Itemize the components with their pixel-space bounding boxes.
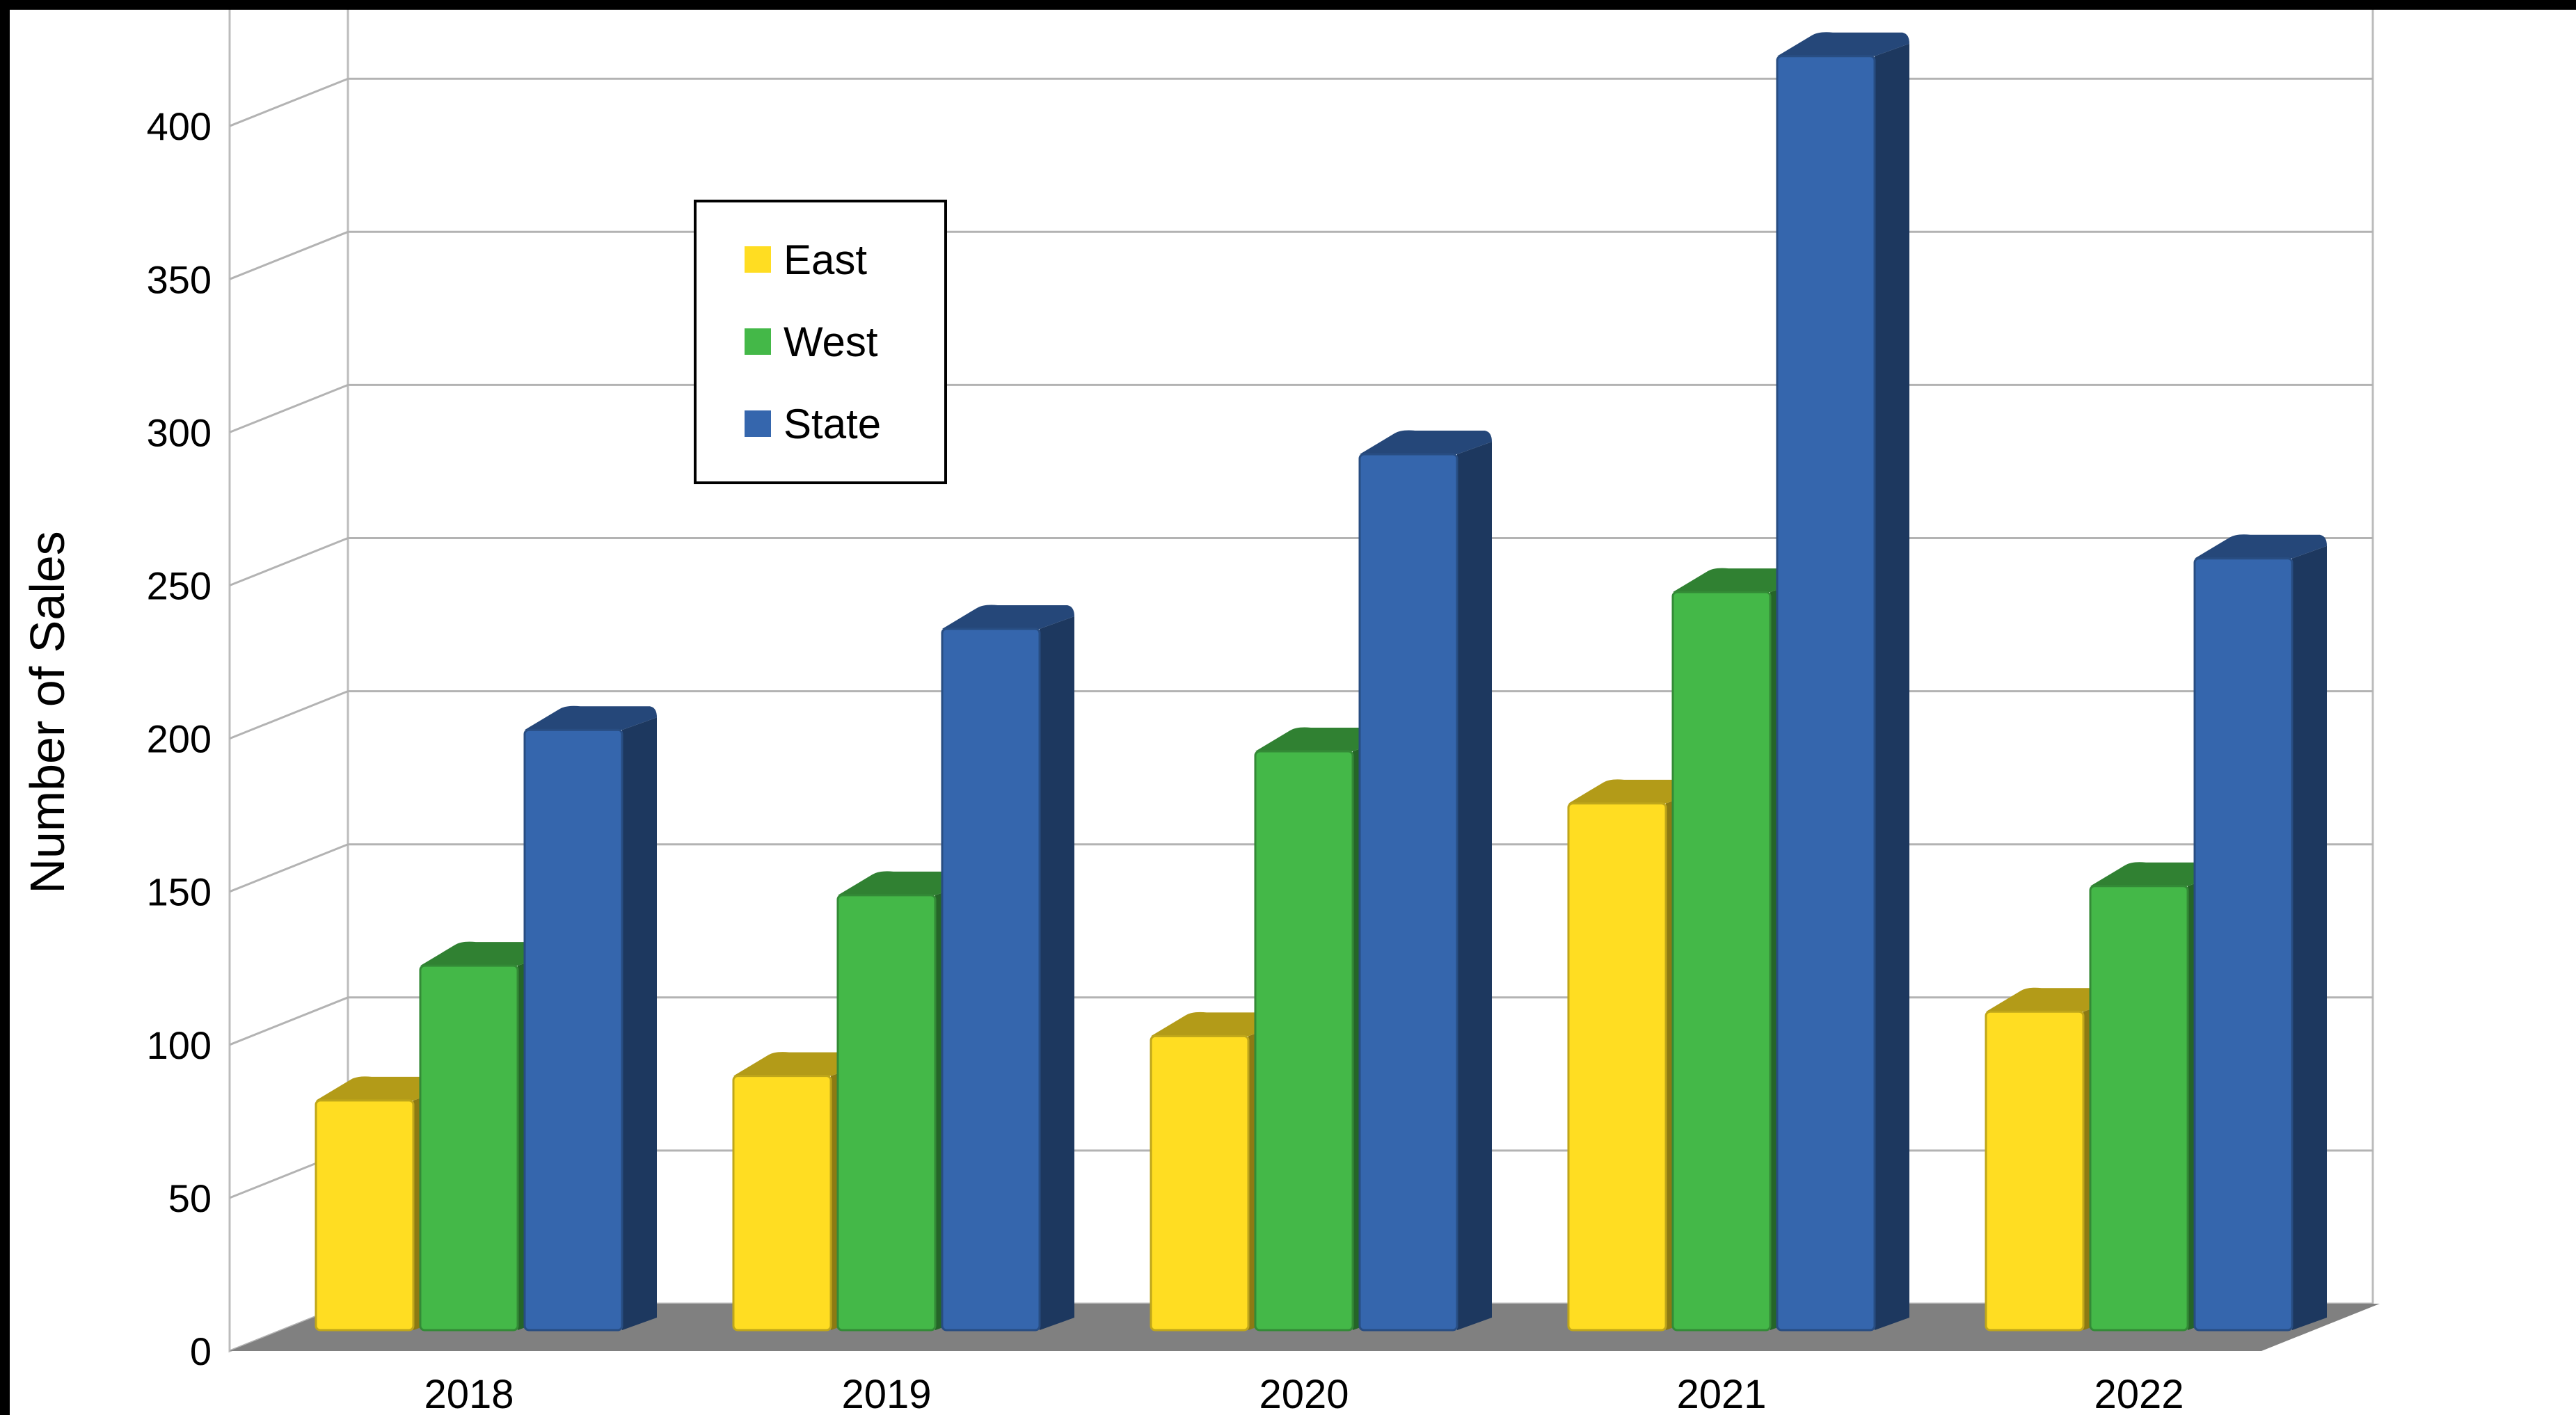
- bar-front: [419, 964, 519, 1332]
- y-tick-label: 50: [168, 1176, 212, 1220]
- bar-top: [733, 1052, 866, 1076]
- bar: [523, 705, 657, 1332]
- chart-frame: 050100150200250300350400450 201820192020…: [10, 10, 2576, 1415]
- x-category-labels: 2018 2019 2020 2021 2022: [424, 1372, 2184, 1415]
- legend-label: State: [784, 401, 881, 447]
- y-tick-label: 150: [147, 870, 212, 914]
- gridline: [229, 230, 2373, 280]
- legend-item: East: [745, 237, 867, 283]
- bar-top: [1360, 430, 1492, 455]
- legend-swatch: [745, 246, 771, 273]
- bar-front: [1671, 591, 1772, 1332]
- bar: [1776, 32, 1909, 1332]
- bar-front: [1150, 1034, 1250, 1332]
- y-tick-label: 300: [147, 410, 212, 454]
- bar-top: [2195, 534, 2327, 559]
- bar-side: [1457, 442, 1492, 1330]
- bar-side: [1040, 616, 1074, 1330]
- y-tick-label: 400: [147, 104, 212, 148]
- y-tick-label: 200: [147, 717, 212, 761]
- bar-front: [1567, 802, 1667, 1332]
- bar-top: [1568, 779, 1701, 804]
- bar-top: [420, 941, 552, 966]
- bar-front: [1776, 55, 1876, 1332]
- x-category-label: 2020: [1259, 1372, 1349, 1415]
- bar: [1358, 430, 1492, 1332]
- x-category-label: 2021: [1676, 1372, 1766, 1415]
- bar-front: [1254, 750, 1354, 1332]
- y-tick-label: 250: [147, 564, 212, 608]
- gridline: [229, 383, 2373, 433]
- x-category-label: 2019: [841, 1372, 931, 1415]
- bar-side: [2292, 545, 2327, 1330]
- bar-top: [1673, 568, 1805, 593]
- bar-top: [942, 605, 1074, 629]
- bar-top: [1986, 987, 2118, 1012]
- legend-swatch: [745, 328, 771, 355]
- bar-top: [525, 705, 657, 730]
- bar-side: [1875, 43, 1909, 1331]
- legend-item: State: [745, 401, 881, 447]
- bar-front: [941, 627, 1041, 1332]
- legend-items: East West State: [745, 237, 881, 447]
- bar-side: [622, 717, 657, 1330]
- bar-top: [838, 871, 970, 895]
- legend: East West State: [694, 200, 947, 484]
- bar-top: [1777, 32, 1909, 56]
- bar: [941, 605, 1074, 1332]
- bar-chart: 050100150200250300350400450 201820192020…: [20, 10, 2380, 1415]
- x-category-label: 2018: [424, 1372, 514, 1415]
- bar: [2193, 534, 2327, 1332]
- legend-item: West: [745, 319, 878, 365]
- bar-top: [2090, 862, 2223, 886]
- bars: [315, 32, 2327, 1332]
- gridline: [229, 537, 2373, 586]
- bar-front: [2089, 885, 2189, 1332]
- x-category-label: 2022: [2094, 1372, 2184, 1415]
- bar-front: [1985, 1010, 2085, 1332]
- y-tick-label: 100: [147, 1023, 212, 1067]
- y-axis-title: Number of Sales: [20, 531, 74, 893]
- bar-front: [1358, 453, 1458, 1332]
- y-tick-label: 0: [190, 1329, 212, 1373]
- y-tick-label: 350: [147, 257, 212, 301]
- bar-front: [523, 728, 623, 1332]
- bar-front: [315, 1099, 415, 1332]
- legend-label: West: [784, 319, 878, 365]
- bar-top: [316, 1076, 448, 1101]
- legend-swatch: [745, 410, 771, 437]
- legend-box: [694, 200, 947, 484]
- gridline: [229, 77, 2373, 127]
- bar-front: [836, 894, 937, 1332]
- legend-label: East: [784, 237, 867, 283]
- bar-front: [732, 1075, 832, 1332]
- bar-front: [2193, 557, 2293, 1332]
- bar-top: [1255, 727, 1388, 752]
- bar-top: [1151, 1012, 1283, 1037]
- y-tick-labels: 050100150200250300350400450: [147, 104, 212, 1373]
